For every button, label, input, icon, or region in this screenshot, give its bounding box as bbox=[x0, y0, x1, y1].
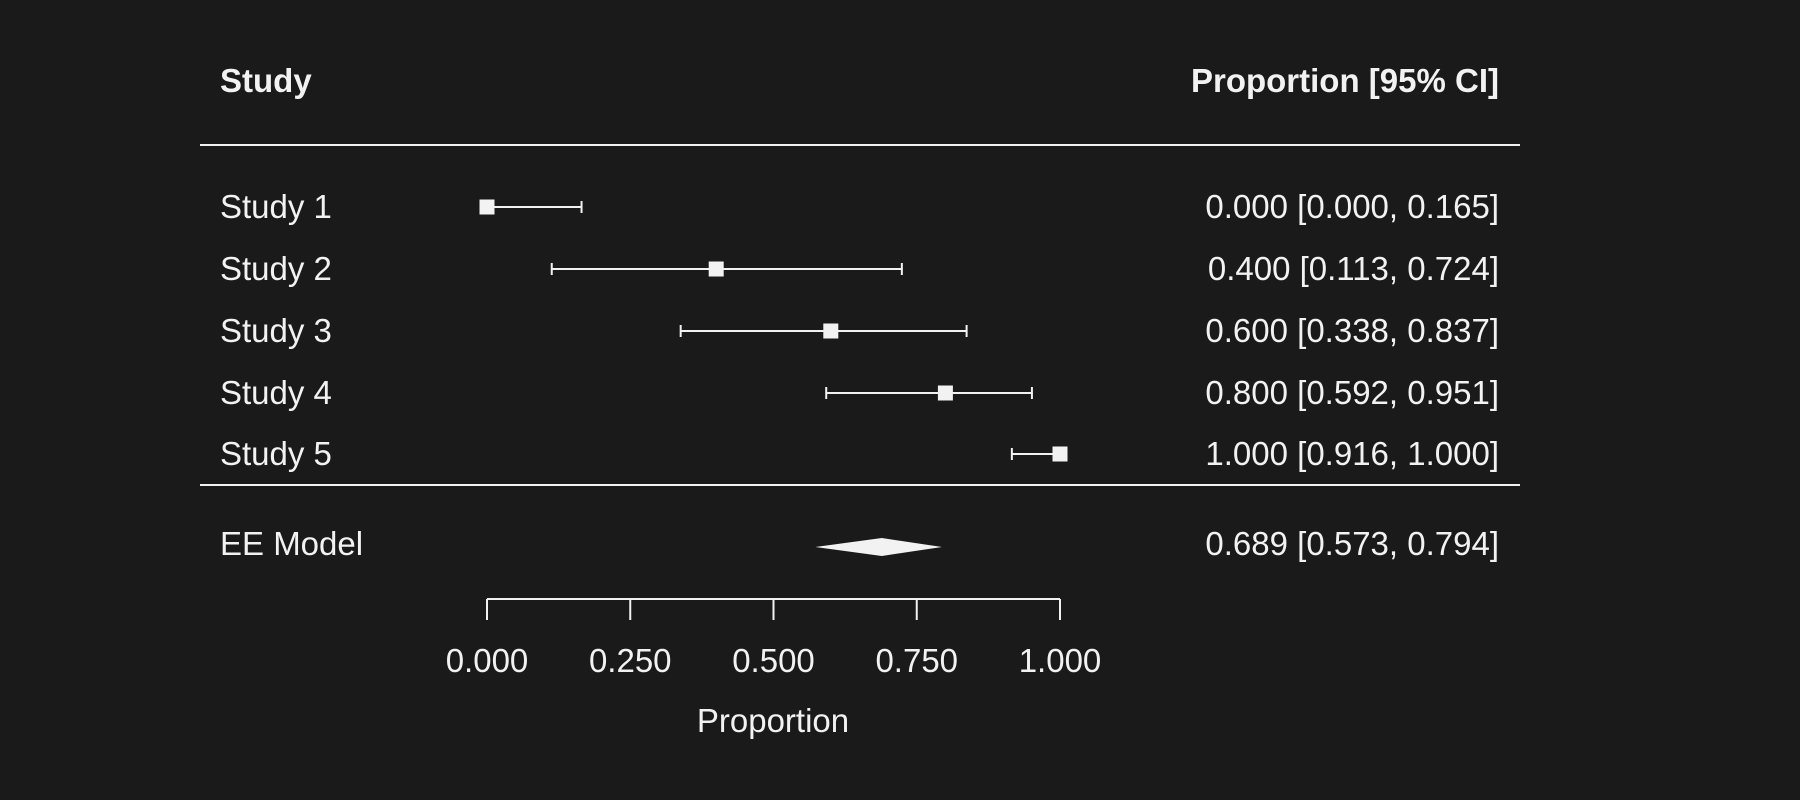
x-tick-label: 1.000 bbox=[1019, 642, 1102, 679]
point-estimate bbox=[937, 385, 953, 401]
point-estimate bbox=[1052, 446, 1068, 462]
study-label: Study 2 bbox=[220, 250, 332, 287]
study-row: Study 1 0.000 [0.000, 0.165] bbox=[220, 188, 1499, 225]
study-value: 0.800 [0.592, 0.951] bbox=[1205, 374, 1499, 411]
point-estimate bbox=[823, 323, 839, 339]
study-label: Study 4 bbox=[220, 374, 332, 411]
study-label: Study 1 bbox=[220, 188, 332, 225]
study-row: Study 5 1.000 [0.916, 1.000] bbox=[220, 435, 1499, 472]
study-row: Study 4 0.800 [0.592, 0.951] bbox=[220, 374, 1499, 411]
study-value: 0.000 [0.000, 0.165] bbox=[1205, 188, 1499, 225]
study-label: Study 5 bbox=[220, 435, 332, 472]
study-value: 1.000 [0.916, 1.000] bbox=[1205, 435, 1499, 472]
header-proportion: Proportion [95% CI] bbox=[1191, 62, 1499, 99]
study-value: 0.600 [0.338, 0.837] bbox=[1205, 312, 1499, 349]
x-tick-label: 0.000 bbox=[446, 642, 529, 679]
x-axis: 0.000 0.250 0.500 0.750 1.000 bbox=[446, 598, 1102, 679]
summary-label: EE Model bbox=[220, 525, 363, 562]
point-estimate bbox=[708, 261, 724, 277]
study-row: Study 2 0.400 [0.113, 0.724] bbox=[220, 250, 1499, 287]
study-row: Study 3 0.600 [0.338, 0.837] bbox=[220, 312, 1499, 349]
x-tick-label: 0.250 bbox=[589, 642, 672, 679]
x-tick-label: 0.500 bbox=[732, 642, 815, 679]
x-axis-label: Proportion bbox=[697, 702, 849, 739]
summary-diamond bbox=[815, 538, 942, 556]
study-rows: Study 1 0.000 [0.000, 0.165] Study 2 0.400 … bbox=[220, 188, 1499, 472]
summary-value: 0.689 [0.573, 0.794] bbox=[1205, 525, 1499, 562]
x-tick-label: 0.750 bbox=[875, 642, 958, 679]
study-label: Study 3 bbox=[220, 312, 332, 349]
point-estimate bbox=[479, 199, 495, 215]
study-value: 0.400 [0.113, 0.724] bbox=[1208, 250, 1499, 287]
header-study: Study bbox=[220, 62, 312, 99]
summary-row: EE Model 0.689 [0.573, 0.794] bbox=[220, 525, 1499, 562]
